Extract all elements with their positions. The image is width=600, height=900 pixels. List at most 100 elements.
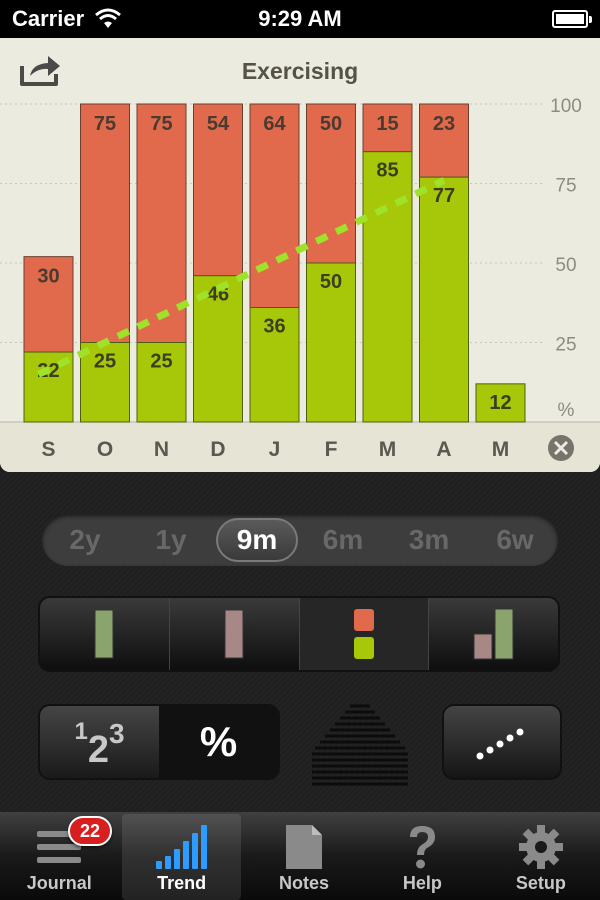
- chart-type-green-bar[interactable]: [40, 598, 170, 670]
- period-6m[interactable]: 6m: [322, 524, 364, 555]
- tab-notes[interactable]: Notes: [245, 812, 363, 900]
- grouped-bar-icon: [473, 608, 514, 660]
- tab-help-label: Help: [402, 873, 442, 893]
- bar-green-label: 36: [263, 316, 285, 338]
- trend-line-toggle-button[interactable]: [442, 704, 562, 780]
- tab-setup-label: Setup: [515, 873, 566, 893]
- bar-red-label: 64: [263, 113, 286, 135]
- journal-badge: 22: [68, 816, 112, 846]
- bar-green-label: 12: [489, 392, 511, 414]
- tab-journal-label: Journal: [26, 873, 92, 893]
- chart-type-selector: [38, 596, 560, 672]
- bar-red: [193, 103, 243, 277]
- y-tick-label: 100: [550, 96, 582, 117]
- period-9m[interactable]: 9m: [216, 518, 298, 562]
- bar-green-label: 25: [94, 351, 116, 373]
- bar-red: [23, 256, 74, 353]
- bar-red-label: 75: [94, 113, 116, 135]
- question-icon: [410, 826, 436, 869]
- bar-red: [362, 103, 413, 153]
- clear-icon-cross: [553, 440, 569, 456]
- bar-red-label: 23: [433, 113, 455, 135]
- chart-title: Exercising: [241, 58, 359, 84]
- percent-button[interactable]: %: [159, 706, 278, 778]
- x-tick-label: O: [97, 438, 113, 461]
- red-bar-icon: [224, 609, 244, 659]
- tab-notes-label: Notes: [279, 873, 330, 893]
- trend-line: [36, 177, 446, 378]
- chart-type-stacked-bar[interactable]: [299, 598, 430, 670]
- x-tick-label: J: [269, 438, 281, 461]
- value-format-toggle: 1 2 3 %: [38, 704, 280, 780]
- bar-green: [306, 262, 356, 423]
- tab-bar: Journal 22 Trend Notes: [0, 812, 600, 900]
- absolute-values-button[interactable]: 1 2 3: [40, 706, 159, 778]
- trend-chart: 100755025%3022S7525O7525N5446D6436J5050F…: [0, 96, 600, 472]
- bar-red: [249, 103, 300, 309]
- document-icon: [286, 825, 323, 869]
- bar-red-label: 30: [37, 266, 59, 288]
- y-tick-label: %: [558, 400, 575, 421]
- tab-journal[interactable]: Journal 22: [0, 812, 118, 900]
- numbers-icon-digit-1: 1: [74, 718, 88, 745]
- bar-green: [475, 383, 526, 423]
- tab-trend-label: Trend: [157, 873, 207, 893]
- tab-setup[interactable]: Setup: [482, 812, 600, 900]
- bar-green: [249, 307, 300, 423]
- battery-icon: [552, 10, 592, 28]
- bar-red: [306, 103, 356, 264]
- bar-red-label: 54: [207, 113, 230, 135]
- period-selector: 2y 1y 9m 6m 3m 6w: [42, 514, 558, 566]
- grip-pattern-icon: [312, 704, 408, 786]
- bar-red-label: 75: [150, 113, 172, 135]
- period-1y[interactable]: 1y: [155, 524, 187, 555]
- green-bar-icon: [94, 609, 114, 659]
- period-2y[interactable]: 2y: [69, 524, 101, 555]
- signal-bars-icon: [155, 825, 207, 869]
- x-axis-band: [0, 422, 600, 472]
- carrier-label: Carrier: [12, 6, 85, 31]
- controls-panel: 2y 1y 9m 6m 3m 6w 1 2 3 %: [0, 472, 600, 812]
- chart-type-red-bar[interactable]: [170, 598, 300, 670]
- status-bar: Carrier 9:29 AM: [0, 0, 600, 38]
- bar-green: [419, 176, 469, 423]
- y-tick-label: 25: [555, 335, 576, 356]
- y-tick-label: 50: [555, 255, 576, 276]
- bar-green-label: 85: [376, 160, 398, 182]
- share-icon[interactable]: [18, 52, 64, 88]
- gear-hole: [534, 841, 547, 853]
- x-tick-label: M: [492, 438, 510, 461]
- gear-tooth: [536, 825, 545, 837]
- x-tick-label: S: [41, 438, 55, 461]
- x-tick-label: F: [325, 438, 338, 461]
- numbers-icon-digit-2: 2: [87, 728, 109, 771]
- x-tick-label: A: [436, 438, 451, 461]
- clear-icon[interactable]: [548, 435, 574, 461]
- x-tick-label: D: [210, 438, 225, 461]
- tab-help[interactable]: Help: [363, 812, 481, 900]
- bar-green-label: 77: [433, 185, 455, 207]
- tab-trend[interactable]: Trend: [122, 814, 241, 900]
- chart-type-grouped-bar[interactable]: [429, 598, 558, 670]
- bar-green: [80, 342, 130, 423]
- bar-green-label: 50: [320, 271, 342, 293]
- bar-red: [136, 103, 187, 343]
- trend-line-icon: [476, 728, 524, 760]
- trend-chart-card: 100755025%3022S7525O7525N5446D6436J5050F…: [0, 38, 600, 472]
- stacked-bar-icon: [353, 609, 374, 659]
- y-tick-label: 75: [555, 176, 576, 197]
- numbers-icon-digit-3: 3: [108, 718, 125, 749]
- period-6w[interactable]: 6w: [496, 524, 534, 555]
- bar-red-label: 50: [320, 113, 342, 135]
- gear-icon: [518, 825, 563, 869]
- bar-green-label: 25: [150, 351, 172, 373]
- bar-green: [362, 151, 413, 423]
- bar-red-label: 15: [376, 113, 398, 135]
- percent-label: %: [199, 718, 238, 765]
- wifi-icon: [95, 8, 122, 28]
- x-tick-label: M: [379, 438, 397, 461]
- bar-green: [136, 342, 187, 423]
- period-3m[interactable]: 3m: [408, 524, 450, 555]
- bar-red: [80, 103, 130, 343]
- gear-tooth: [536, 857, 545, 869]
